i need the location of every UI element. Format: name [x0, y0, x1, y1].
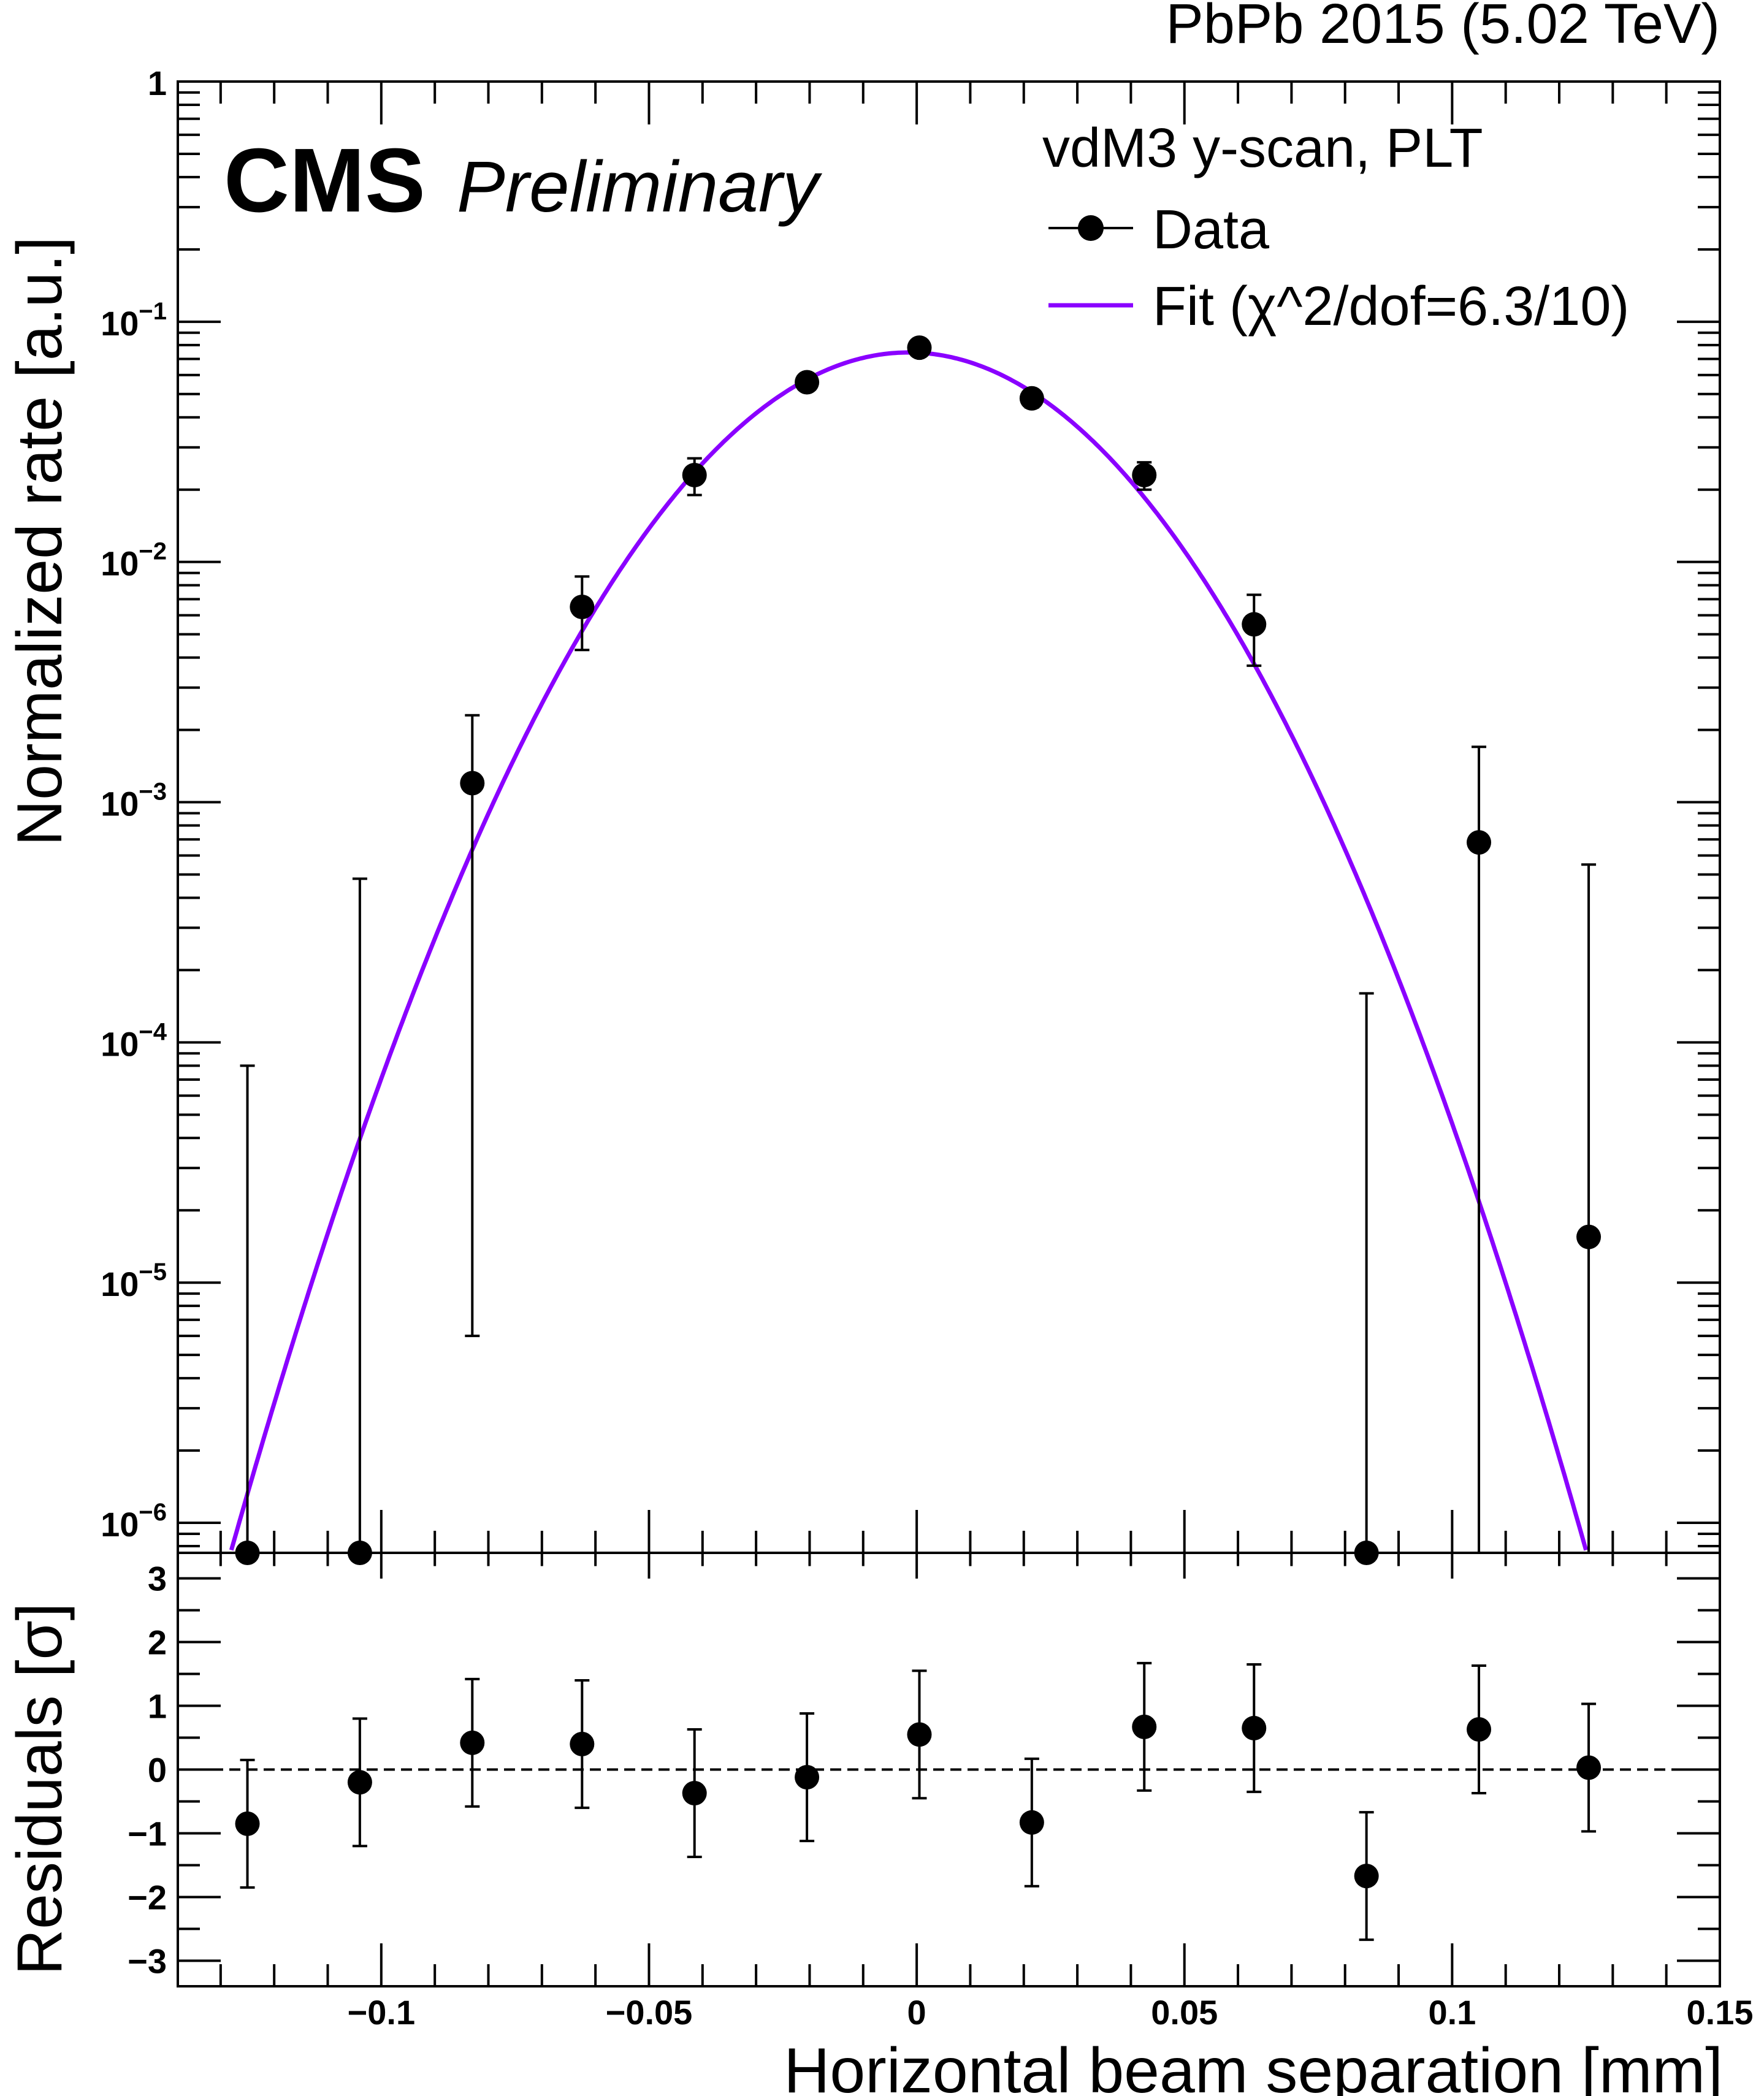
legend-data-marker — [1078, 215, 1104, 241]
data-point — [1242, 612, 1267, 637]
residual-point — [235, 1811, 260, 1836]
residual-y-tick-label: 1 — [148, 1687, 167, 1726]
main-panel: 1 10−1 10−2 10−3 10−4 10−5 10−6 — [101, 64, 1721, 1565]
residual-point — [1019, 1810, 1044, 1835]
data-point — [570, 594, 595, 619]
residual-y-tick-label: 2 — [148, 1623, 167, 1662]
main-y-tick-label: 10−5 — [101, 1259, 167, 1303]
residual-point — [795, 1764, 820, 1789]
x-tick-label: 0.05 — [1151, 1993, 1218, 2032]
residual-point — [1132, 1714, 1157, 1739]
main-y-tick-label: 10−1 — [101, 298, 167, 343]
x-tick-label: 0.1 — [1428, 1993, 1476, 2032]
data-point — [1132, 462, 1157, 487]
data-point — [460, 771, 485, 796]
x-tick-label: 0 — [907, 1993, 926, 2032]
main-y-tick-label: 10−6 — [101, 1499, 167, 1544]
legend-data-label: Data — [1153, 199, 1270, 261]
residual-y-ticks: 3 2 1 0 −1 −2 −3 — [128, 1560, 1720, 1980]
residual-point — [682, 1780, 707, 1805]
data-point — [795, 370, 820, 395]
residual-y-tick-label: 3 — [148, 1560, 167, 1598]
energy-label: PbPb 2015 (5.02 TeV) — [1166, 0, 1720, 55]
residual-point — [1354, 1864, 1379, 1889]
main-y-ticks: 1 10−1 10−2 10−3 10−4 10−5 10−6 — [101, 64, 1720, 1548]
legend-header: vdM3 y-scan, PLT — [1042, 118, 1483, 179]
data-point — [682, 462, 707, 487]
residual-y-axis-title: Residuals [σ] — [4, 1602, 75, 1975]
experiment-label: CMS — [224, 130, 426, 231]
residual-point — [1242, 1715, 1267, 1740]
residual-point — [460, 1730, 485, 1755]
main-y-tick-label: 1 — [148, 64, 167, 102]
residual-point — [570, 1731, 595, 1756]
main-y-tick-label: 10−4 — [101, 1018, 167, 1063]
main-data-series — [229, 335, 1602, 1565]
data-point — [1019, 386, 1044, 411]
data-point — [907, 335, 932, 360]
x-tick-label: −0.1 — [348, 1993, 416, 2032]
status-label: Preliminary — [457, 147, 822, 227]
residual-y-tick-label: −2 — [128, 1878, 167, 1916]
data-point — [1467, 830, 1492, 855]
legend: vdM3 y-scan, PLT Data Fit (χ^2/dof=6.3/1… — [1042, 118, 1629, 337]
x-tick-label: 0.15 — [1687, 1993, 1754, 2032]
residual-y-tick-label: −1 — [128, 1814, 167, 1853]
residual-panel: 3 2 1 0 −1 −2 −3 — [128, 1552, 1721, 1987]
data-point — [1576, 1224, 1602, 1249]
residual-point — [347, 1770, 372, 1795]
residual-point — [907, 1722, 932, 1747]
x-tick-label: −0.05 — [606, 1993, 693, 2032]
main-y-axis-title: Normalized rate [a.u.] — [4, 237, 75, 846]
residual-y-tick-label: 0 — [148, 1751, 167, 1789]
x-axis-title: Horizontal beam separation [mm] — [784, 2035, 1723, 2096]
residual-point — [1467, 1717, 1492, 1742]
main-y-tick-label: 10−3 — [101, 779, 167, 823]
x-axis-ticks: −0.1 −0.05 0 0.05 0.1 0.15 — [219, 82, 1754, 2032]
residual-point — [1576, 1755, 1602, 1780]
legend-fit-label: Fit (χ^2/dof=6.3/10) — [1153, 276, 1629, 337]
residual-data-series — [235, 1661, 1602, 1942]
residual-y-tick-label: −3 — [128, 1942, 167, 1980]
main-y-tick-label: 10−2 — [101, 538, 167, 583]
